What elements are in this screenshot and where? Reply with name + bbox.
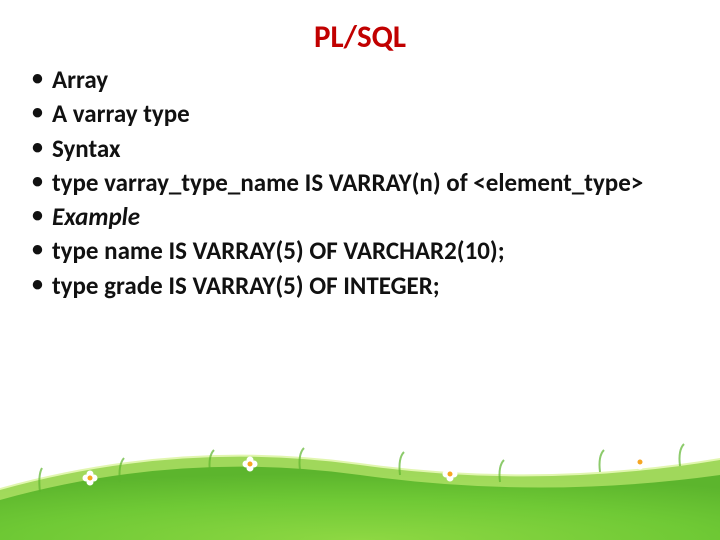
bullet-list: Array A varray type Syntax type varray_t… <box>28 64 680 301</box>
bullet-text: type name IS VARRAY(5) OF VARCHAR2(10); <box>52 235 505 266</box>
slide-content: Array A varray type Syntax type varray_t… <box>0 64 720 301</box>
bullet-text: type varray_type_name IS VARRAY(n) of <e… <box>52 167 643 198</box>
bullet-item: type varray_type_name IS VARRAY(n) of <e… <box>28 167 680 198</box>
bullet-text: Syntax <box>52 133 121 164</box>
bullet-text: type grade IS VARRAY(5) OF INTEGER; <box>52 270 440 301</box>
bullet-text: A varray type <box>52 98 190 129</box>
bullet-text: Example <box>52 201 140 232</box>
bullet-item: Syntax <box>28 133 680 164</box>
bullet-item: Array <box>28 64 680 95</box>
bullet-text: Array <box>52 64 108 95</box>
bullet-item: type grade IS VARRAY(5) OF INTEGER; <box>28 270 680 301</box>
slide-title: PL/SQL <box>0 0 720 64</box>
grass-decoration <box>0 420 720 540</box>
bullet-item: A varray type <box>28 98 680 129</box>
bullet-item: type name IS VARRAY(5) OF VARCHAR2(10); <box>28 235 680 266</box>
bullet-item: Example <box>28 201 680 232</box>
